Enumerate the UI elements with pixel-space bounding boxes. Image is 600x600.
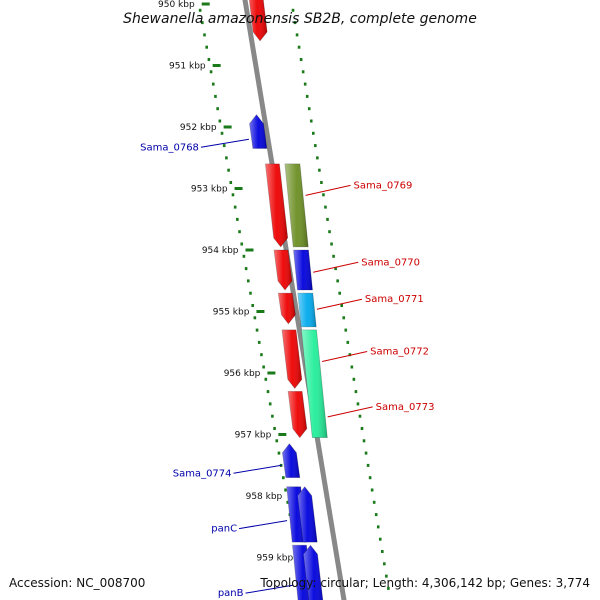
gene-label-sama-0768: Sama_0768 — [140, 142, 199, 153]
labels-layer: Sama_0768 Sama_0769 Sama_0770 Sama_0771 Sama… — [140, 138, 435, 599]
gene-label-panc-leader — [238, 520, 288, 530]
gene-shading — [293, 250, 313, 290]
gene-label-panb-leader — [245, 584, 294, 594]
gene-shading — [297, 486, 318, 543]
tick-label: 957 kbp — [235, 431, 272, 441]
gene-shading — [303, 545, 323, 600]
gene-label-sama-0771: Sama_0771 — [365, 294, 424, 305]
gene-label-sama-0772-leader — [322, 350, 368, 362]
tick-label: 953 kbp — [191, 185, 228, 195]
tick-label: 954 kbp — [202, 246, 239, 256]
tick-label: 959 kbp — [257, 554, 294, 564]
gene-shading — [265, 163, 288, 247]
genes-layer — [248, 0, 328, 600]
tick-label: 958 kbp — [246, 492, 283, 502]
gene-label-sama-0772: Sama_0772 — [370, 346, 429, 357]
gene-label-sama-0770-leader — [313, 261, 359, 273]
gene-label-sama-0774: Sama_0774 — [173, 468, 232, 479]
gene-label-sama-0771-leader — [316, 298, 363, 310]
gene-label-sama-0769: Sama_0769 — [354, 180, 413, 191]
gene-label-sama-0774-leader — [233, 464, 282, 474]
gene-shading — [278, 293, 296, 324]
ticks-layer: 950 kbp 951 kbp 952 kbp 953 kbp 954 kbp 955 k… — [158, 0, 390, 590]
gene-shading — [282, 443, 300, 478]
gene-shading — [301, 329, 328, 438]
tick-label: 951 kbp — [169, 62, 206, 72]
gene-shading — [284, 163, 309, 247]
gene-shading — [274, 250, 292, 290]
diagram-title: Shewanella amazonensis SB2B, complete ge… — [123, 11, 477, 27]
gene-label-sama-0770: Sama_0770 — [361, 257, 420, 268]
gene-label-panb: panB — [218, 588, 244, 599]
genome-backbone — [242, 0, 347, 600]
tick-label: 950 kbp — [158, 0, 195, 10]
gene-label-panc: panC — [211, 524, 237, 535]
genome-summary-text: Topology: circular; Length: 4,306,142 bp… — [259, 576, 590, 590]
gene-label-sama-0768-leader — [200, 138, 250, 148]
gene-shading — [249, 0, 268, 41]
tick-label: 955 kbp — [213, 308, 250, 318]
tick-label: 956 kbp — [224, 369, 261, 379]
tick-label: 952 kbp — [180, 123, 217, 133]
gene-shading — [297, 293, 317, 327]
gene-label-sama-0773: Sama_0773 — [376, 402, 435, 413]
gene-label-sama-0773-leader — [327, 406, 373, 418]
gene-shading — [288, 391, 307, 438]
gene-shading — [249, 114, 267, 149]
accession-text: Accession: NC_008700 — [9, 576, 145, 590]
gene-label-sama-0769-leader — [305, 184, 351, 196]
gene-shading — [282, 329, 302, 389]
